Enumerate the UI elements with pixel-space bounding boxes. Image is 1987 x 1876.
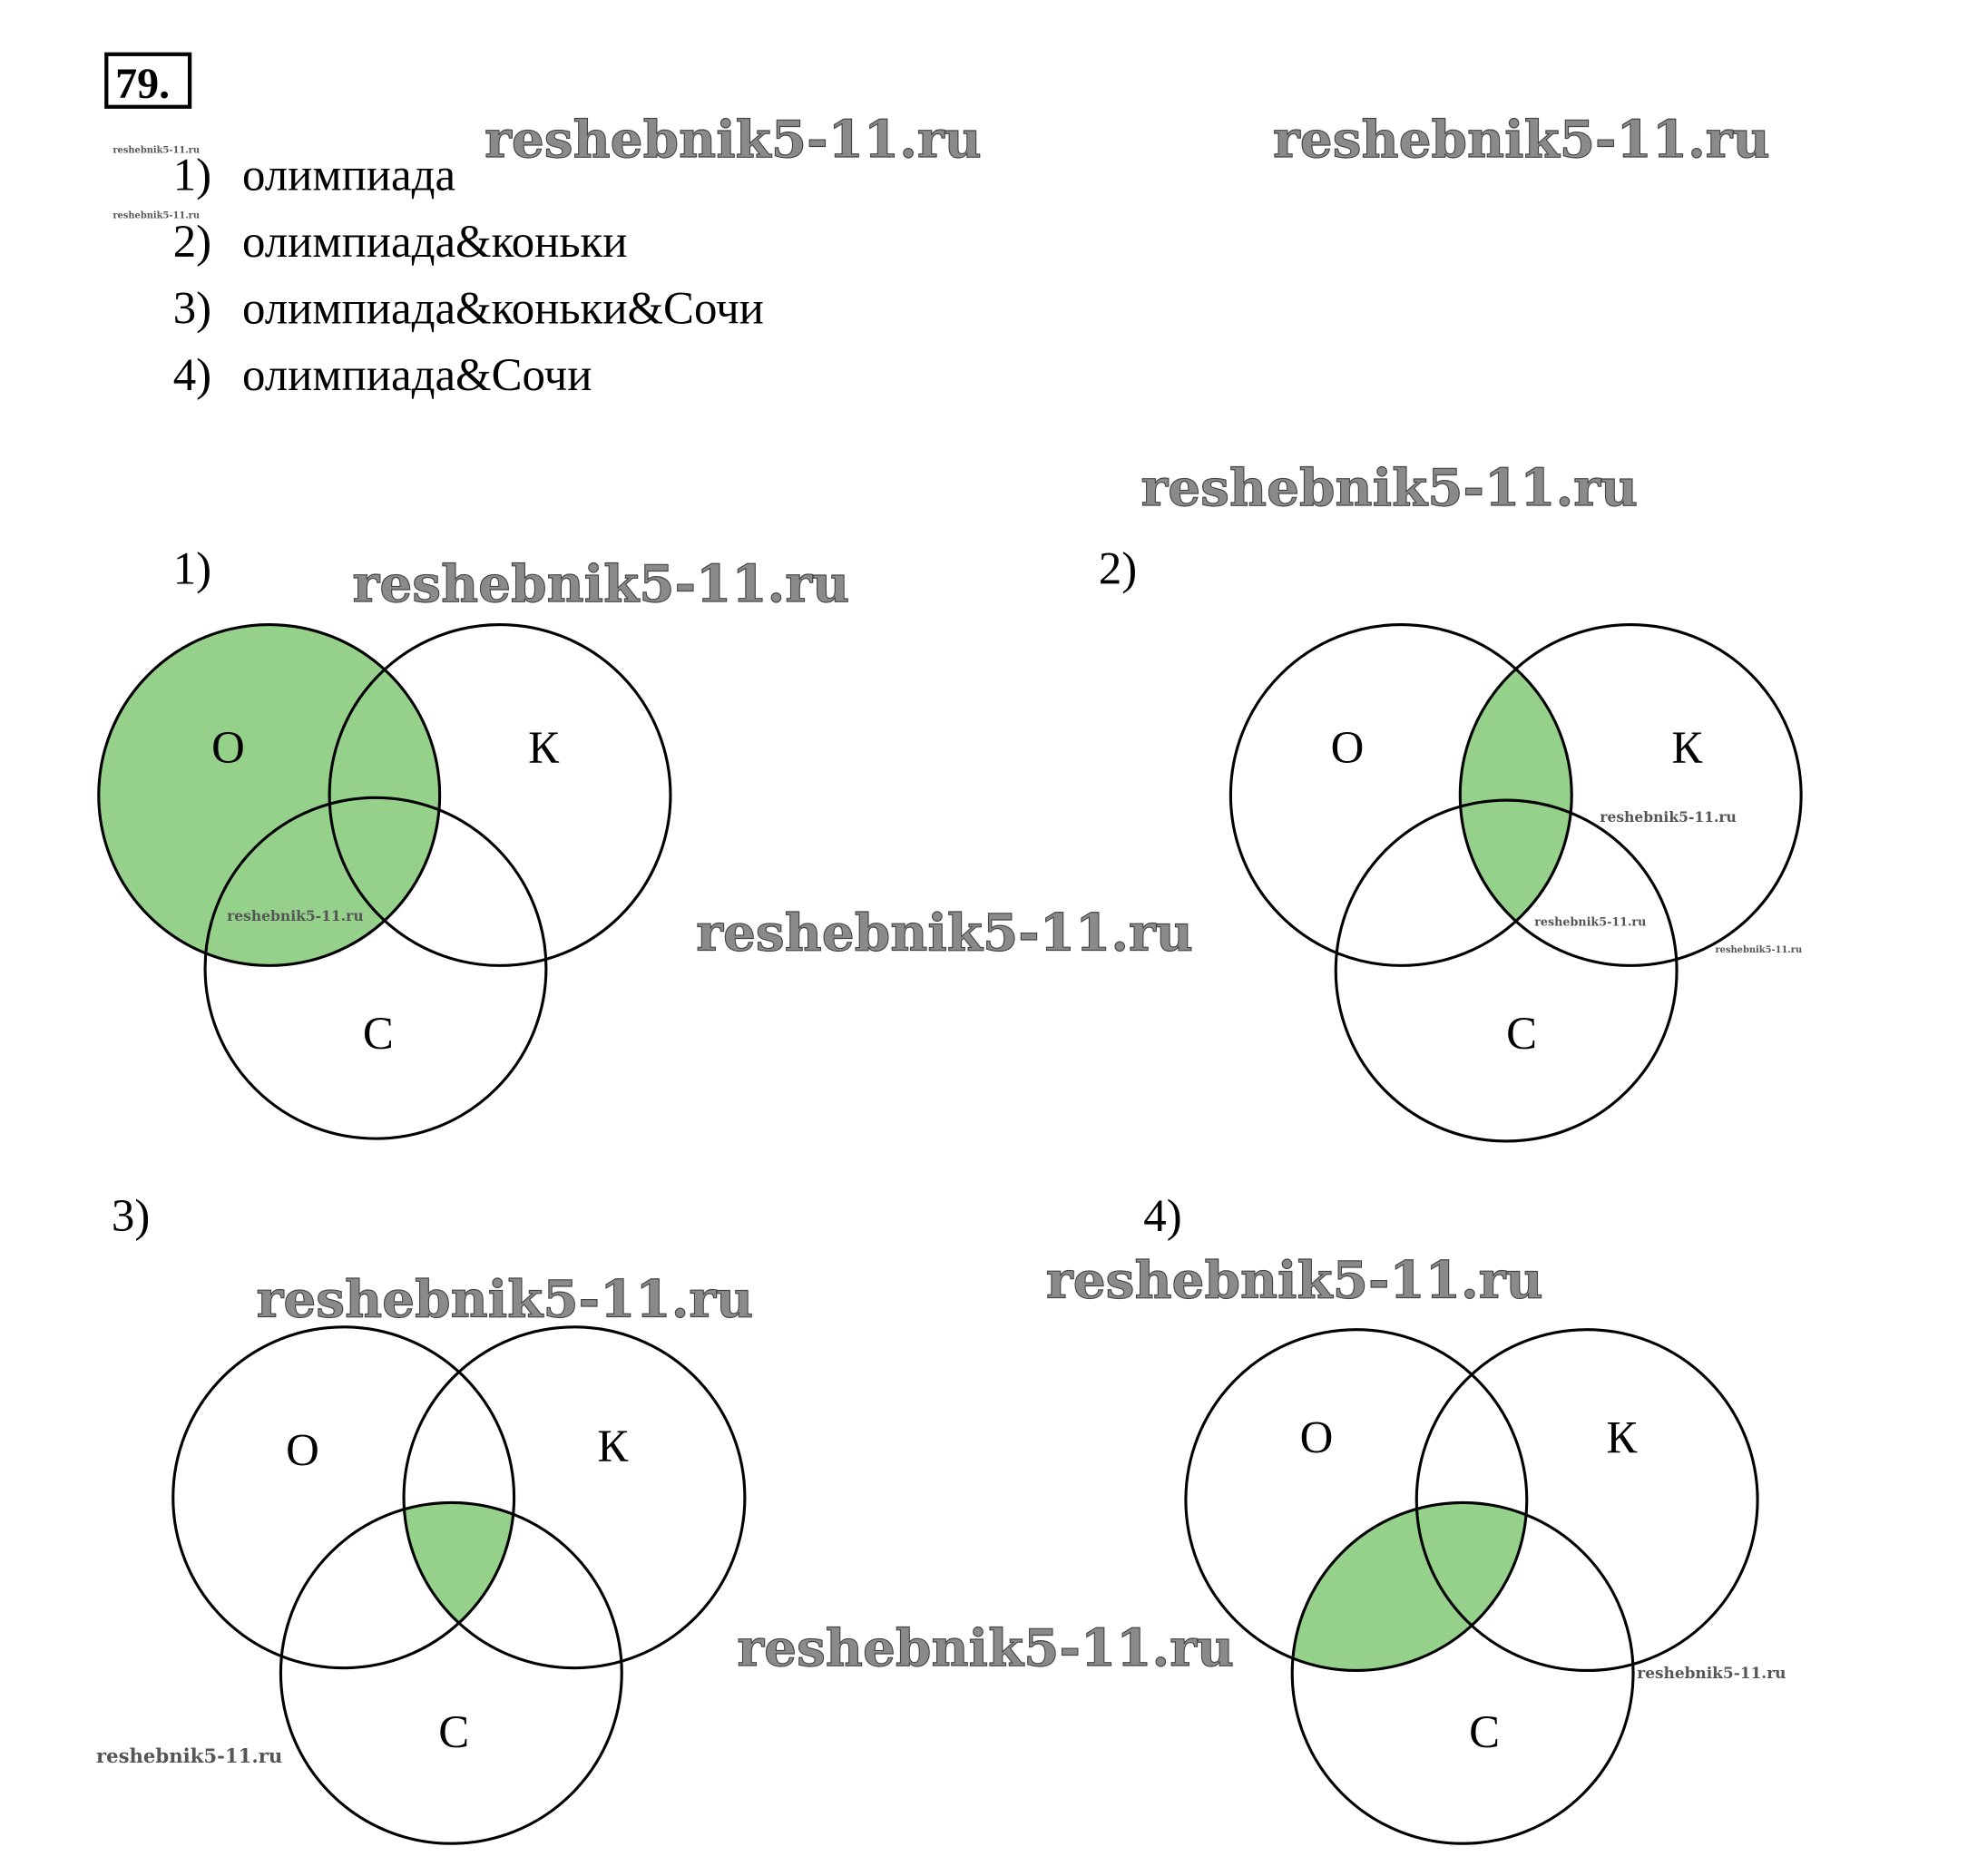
watermark-small: reshebnik5-11.ru: [1534, 915, 1646, 929]
venn-diagram-3: 3) О К С: [112, 1191, 747, 1845]
shaded-region: [1460, 624, 1572, 966]
watermarks: reshebnik5-11.ru reshebnik5-11.ru resheb…: [96, 109, 1802, 1767]
watermark: reshebnik5-11.ru: [1140, 458, 1638, 518]
watermark: reshebnik5-11.ru: [1046, 1250, 1543, 1310]
label-k: К: [597, 1422, 629, 1472]
circle-k: [1414, 1328, 1759, 1673]
problem-number-box: [104, 52, 192, 109]
query-text: олимпиада&Сочи: [242, 350, 592, 401]
venn-diagram-2: 2) О К С: [1099, 543, 1803, 1143]
circle-c: [203, 796, 548, 1140]
diagram-number: 3): [112, 1191, 150, 1242]
circle-k: [402, 1325, 747, 1670]
label-c: С: [363, 1009, 394, 1060]
query-num: 1): [173, 151, 211, 201]
watermark: reshebnik5-11.ru: [353, 554, 850, 614]
label-o: О: [1300, 1412, 1334, 1463]
query-num: 2): [173, 217, 211, 268]
label-c: С: [1506, 1009, 1537, 1060]
label-o: О: [1331, 723, 1365, 774]
circle-o: [1228, 622, 1573, 967]
circle-k: [1458, 622, 1803, 967]
query-text: олимпиада&коньки&Сочи: [242, 284, 764, 335]
watermark: reshebnik5-11.ru: [1273, 110, 1770, 170]
shaded-region: [98, 624, 440, 966]
circle-o: [171, 1325, 516, 1670]
label-k: К: [1606, 1412, 1638, 1463]
circle-c: [1334, 798, 1679, 1143]
watermark: reshebnik5-11.ru: [485, 110, 982, 170]
query-num: 4): [173, 350, 211, 401]
watermark: reshebnik5-11.ru: [737, 1618, 1234, 1678]
query-list: 1) олимпиада 2) олимпиада&коньки 3) олим…: [173, 151, 764, 401]
venn-diagram-1: 1) О К С: [97, 543, 672, 1140]
watermark-small: reshebnik5-11.ru: [113, 211, 200, 221]
query-num: 3): [173, 284, 211, 335]
venn-diagram-4: 4) О К С: [1143, 1191, 1759, 1845]
shaded-region: [404, 1502, 514, 1668]
label-k: К: [528, 723, 560, 774]
label-k: К: [1671, 723, 1703, 774]
circle-c: [1290, 1500, 1635, 1845]
watermark-small: reshebnik5-11.ru: [1600, 808, 1737, 826]
circle-k: [328, 622, 672, 967]
diagram-number: 1): [173, 543, 211, 594]
watermark-small: reshebnik5-11.ru: [113, 146, 200, 156]
watermark: reshebnik5-11.ru: [257, 1270, 754, 1330]
label-o: О: [211, 723, 245, 774]
watermark-small: reshebnik5-11.ru: [1715, 945, 1802, 955]
query-text: олимпиада: [242, 151, 455, 201]
label-c: С: [438, 1707, 469, 1758]
query-text: олимпиада&коньки: [242, 217, 627, 268]
diagram-number: 4): [1143, 1191, 1181, 1242]
circle-c: [279, 1500, 623, 1845]
watermark: reshebnik5-11.ru: [696, 903, 1193, 962]
label-o: О: [286, 1425, 319, 1476]
circle-o: [1184, 1328, 1529, 1673]
problem-number: 79.: [115, 60, 170, 108]
watermark-small: reshebnik5-11.ru: [1637, 1664, 1786, 1682]
watermark-small: reshebnik5-11.ru: [96, 1744, 282, 1767]
shaded-region: [1292, 1502, 1527, 1671]
circle-o: [97, 622, 442, 967]
watermark-small: reshebnik5-11.ru: [227, 907, 364, 924]
diagram-number: 2): [1099, 543, 1137, 594]
label-c: С: [1469, 1707, 1500, 1758]
